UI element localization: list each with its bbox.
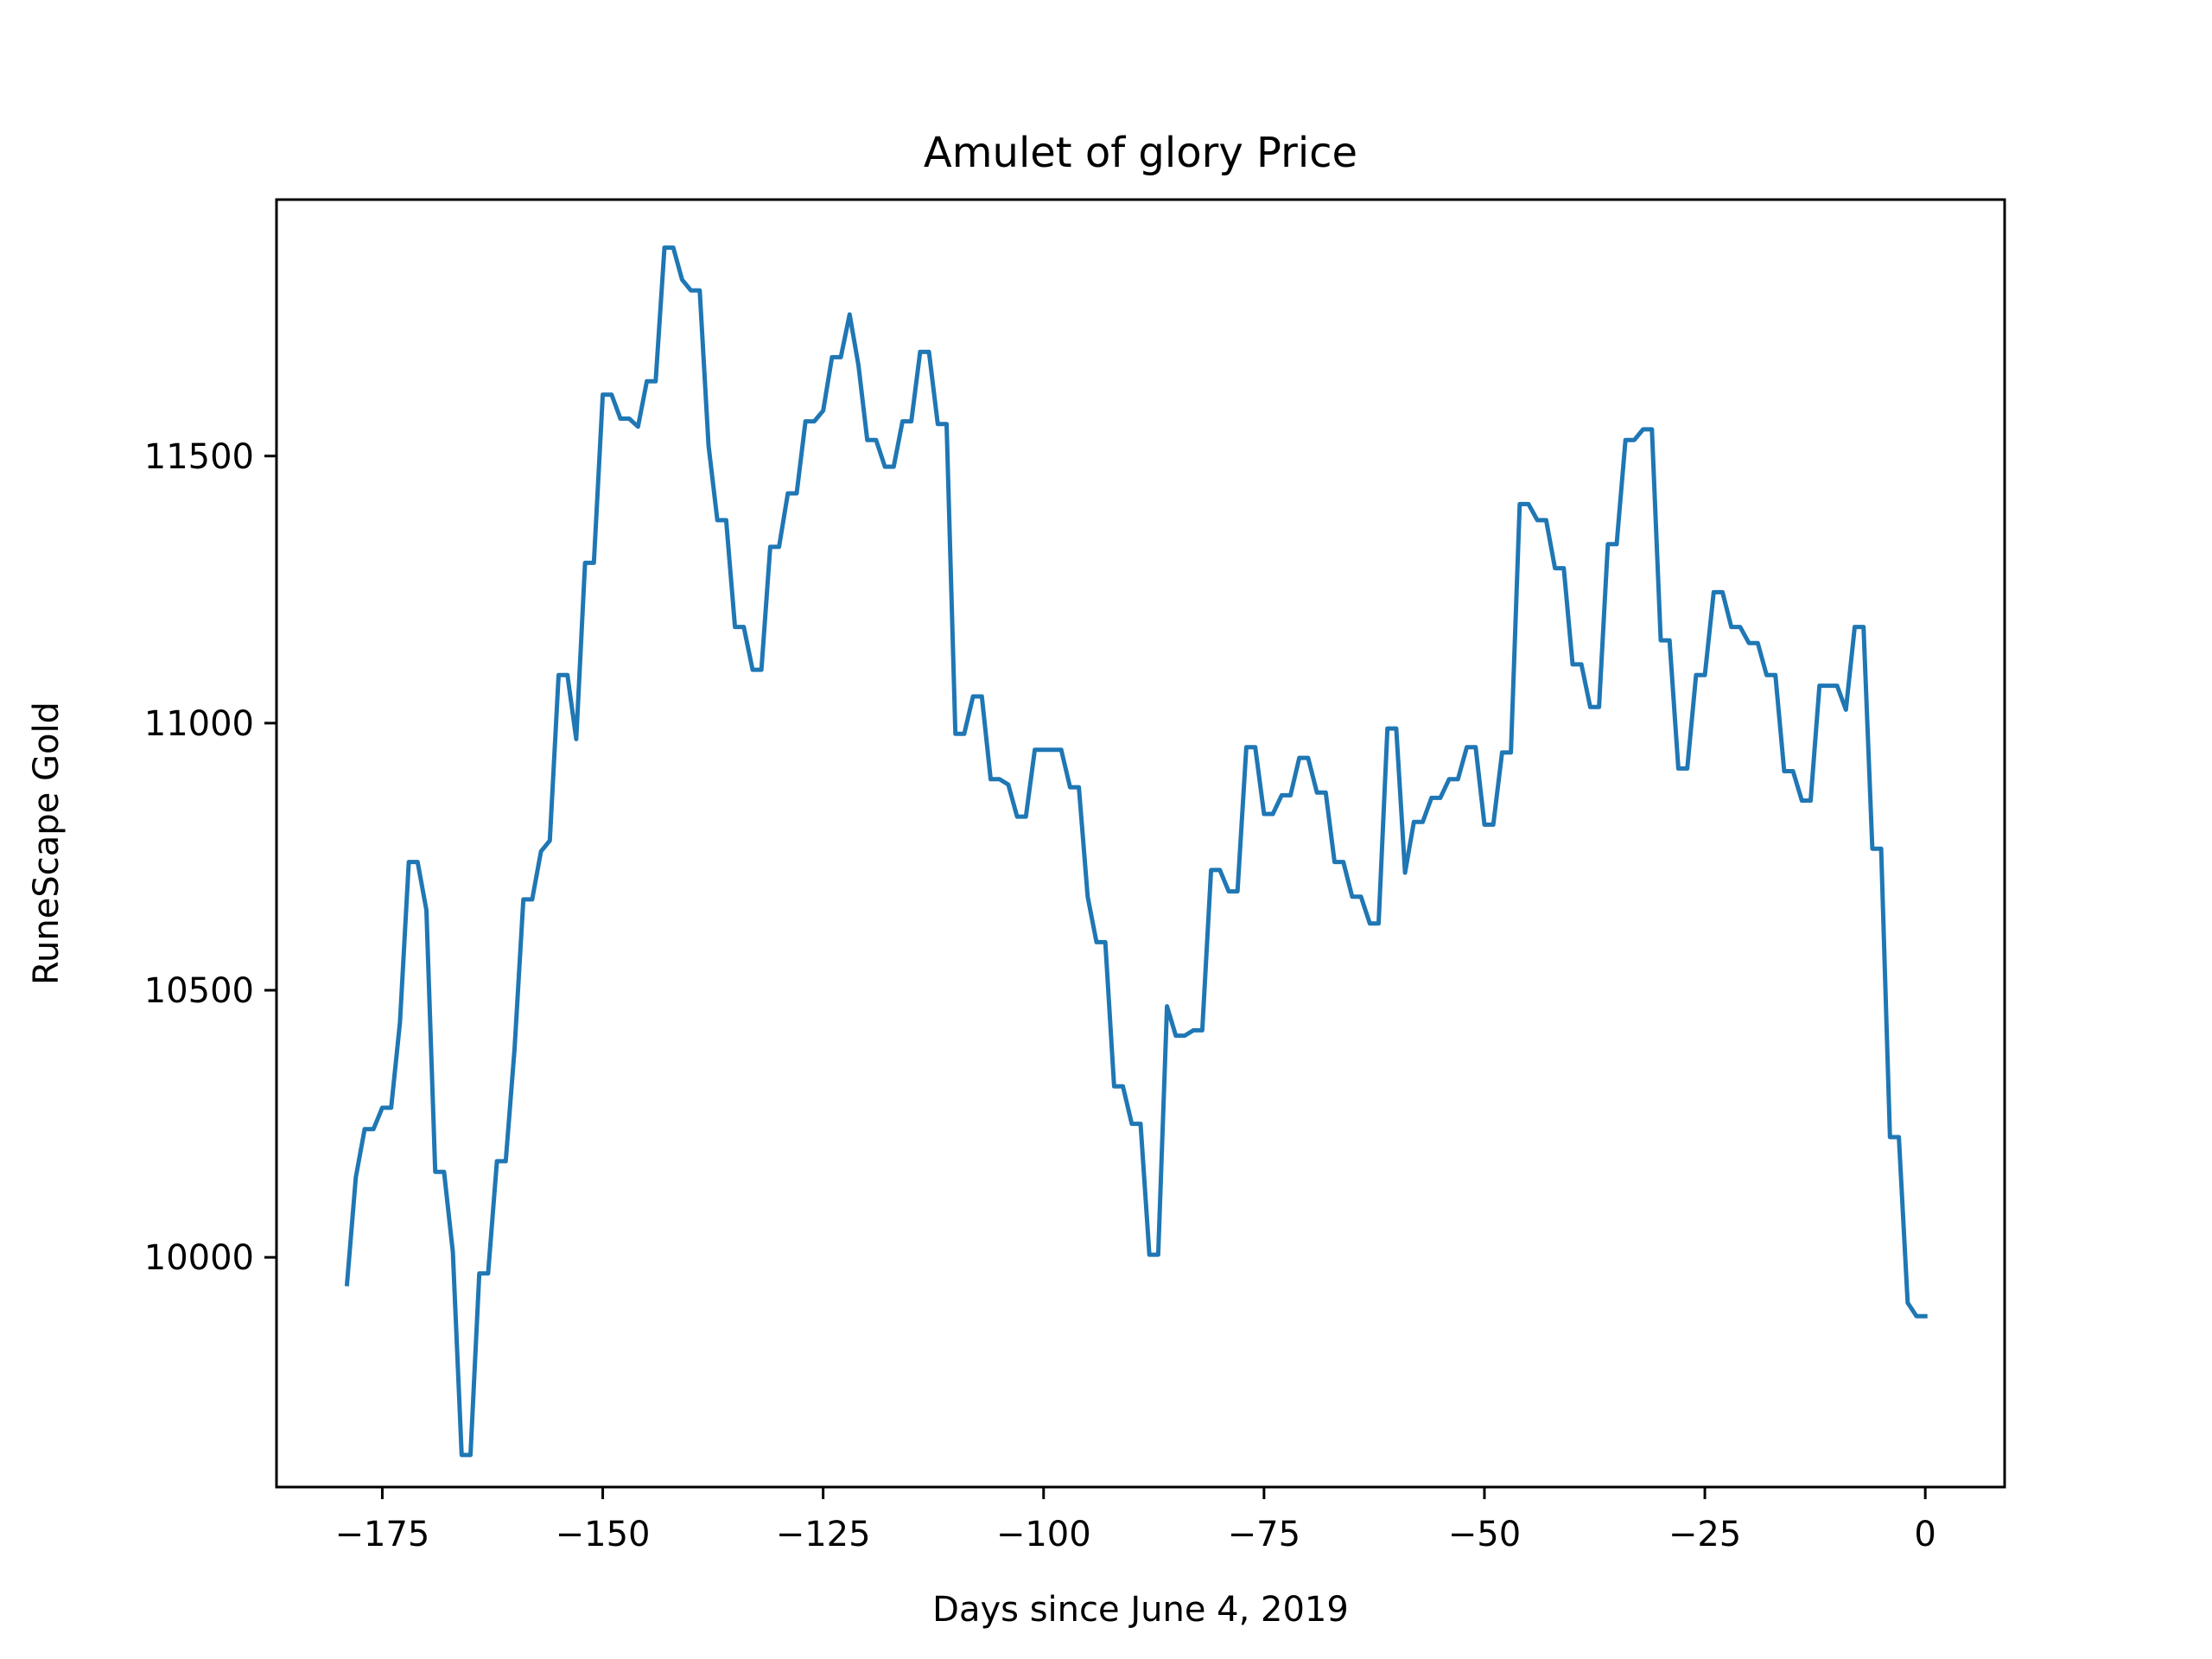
y-tick-label: 10000	[144, 1238, 254, 1278]
chart-title: Amulet of glory Price	[924, 129, 1357, 177]
plot-frame	[275, 198, 2006, 1489]
x-tick-label: −100	[996, 1515, 1091, 1554]
x-tick-label: 0	[1914, 1515, 1936, 1554]
x-tick-label: −175	[335, 1515, 430, 1554]
y-tick-label: 11000	[144, 704, 254, 744]
y-tick-label: 11500	[144, 437, 254, 477]
x-tick-label: −25	[1669, 1515, 1741, 1554]
x-tick-label: −75	[1228, 1515, 1300, 1554]
plot-area	[344, 245, 1928, 1458]
x-axis: −175 −150 −125 −100 −75 −50 −25 0	[335, 1487, 1936, 1554]
y-axis: 10000 10500 11000 11500	[144, 437, 276, 1278]
y-axis-title: RuneScape Gold	[27, 702, 67, 985]
x-axis-title: Days since June 4, 2019	[932, 1590, 1349, 1630]
price-series-line	[344, 245, 1928, 1458]
x-tick-label: −50	[1448, 1515, 1521, 1554]
y-tick-label: 10500	[144, 971, 254, 1011]
x-tick-label: −125	[776, 1515, 871, 1554]
x-tick-label: −150	[556, 1515, 651, 1554]
